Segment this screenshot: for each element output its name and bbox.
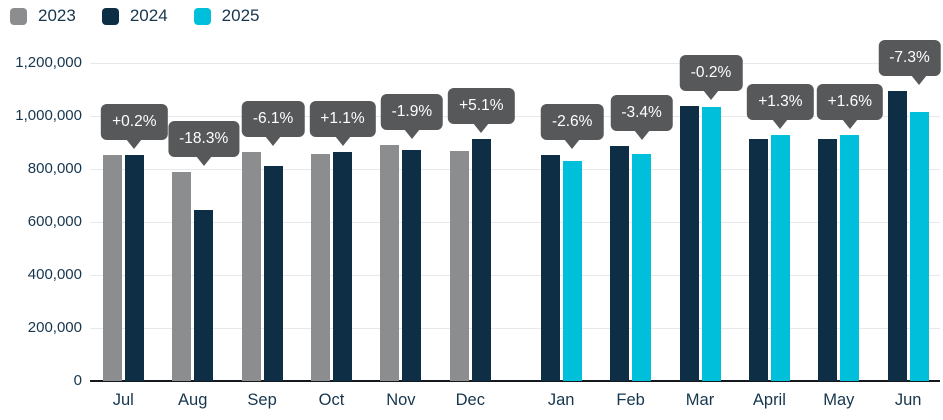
callout-feb: -3.4% bbox=[610, 95, 673, 132]
gridline bbox=[90, 328, 940, 329]
legend-swatch-2024-icon bbox=[101, 7, 119, 25]
y-axis-label: 1,000,000 bbox=[15, 107, 82, 124]
bar-2025-april bbox=[770, 135, 790, 381]
x-axis-label-april: April bbox=[752, 391, 786, 409]
legend-label-2024: 2024 bbox=[129, 6, 168, 25]
bar-2025-jan bbox=[562, 160, 582, 381]
callout-pointer-may bbox=[841, 119, 858, 130]
callout-pointer-feb bbox=[633, 130, 650, 141]
legend-item-2024: 2024 bbox=[101, 6, 168, 26]
bar-2023-jul bbox=[102, 155, 122, 381]
legend-item-2023: 2023 bbox=[10, 6, 76, 26]
bar-2024-oct bbox=[333, 152, 352, 381]
legend-swatch-2025-icon bbox=[193, 7, 211, 25]
gridline bbox=[90, 275, 940, 276]
bar-2023-sep bbox=[241, 152, 261, 381]
legend: 2023 2024 2025 bbox=[10, 6, 285, 26]
bar-2024-nov bbox=[402, 149, 422, 381]
bar-2025-jun bbox=[909, 112, 929, 381]
bar-2024-feb bbox=[610, 146, 630, 381]
bar-2024-aug bbox=[194, 210, 214, 381]
x-axis-line bbox=[90, 380, 940, 382]
x-axis-label-sep: Sep bbox=[247, 391, 277, 409]
bar-2025-may bbox=[840, 135, 860, 381]
legend-swatch-2023-icon bbox=[10, 7, 27, 25]
y-axis-label: 0 bbox=[73, 372, 82, 389]
bar-2024-sep bbox=[263, 166, 283, 381]
x-axis-label-mar: Mar bbox=[685, 391, 715, 409]
callout-pointer-mar bbox=[703, 90, 719, 101]
gridline bbox=[90, 116, 940, 117]
bar-2025-feb bbox=[632, 154, 652, 381]
callout-pointer-oct bbox=[334, 136, 351, 147]
y-axis-label: 1,200,000 bbox=[15, 54, 82, 71]
callout-pointer-dec bbox=[473, 123, 490, 134]
x-axis-label-feb: Feb bbox=[616, 391, 645, 409]
bar-2023-aug bbox=[172, 171, 192, 381]
callout-pointer-jan bbox=[564, 138, 581, 149]
callout-pointer-nov bbox=[403, 129, 420, 140]
bar-2023-dec bbox=[449, 150, 469, 381]
callout-pointer-april bbox=[772, 119, 789, 130]
callout-mar: -0.2% bbox=[679, 55, 743, 92]
bar-2024-may bbox=[818, 139, 838, 381]
legend-label-2025: 2025 bbox=[221, 6, 260, 25]
callout-sep: -6.1% bbox=[241, 101, 305, 138]
bar-2024-april bbox=[748, 138, 768, 381]
bar-2023-oct bbox=[311, 154, 330, 381]
callout-april: +1.3% bbox=[747, 84, 814, 121]
callout-pointer-sep bbox=[265, 136, 282, 147]
bar-2024-mar bbox=[679, 106, 699, 381]
gridline bbox=[90, 169, 940, 170]
x-axis-label-nov: Nov bbox=[386, 391, 416, 409]
callout-pointer-aug bbox=[195, 155, 212, 166]
callout-jul: +0.2% bbox=[101, 103, 168, 140]
x-axis-label-aug: Aug bbox=[178, 391, 208, 409]
callout-oct: +1.1% bbox=[309, 101, 376, 138]
y-axis-label: 400,000 bbox=[27, 266, 82, 283]
y-axis-label: 800,000 bbox=[27, 160, 82, 177]
callout-pointer-jul bbox=[126, 138, 143, 149]
x-axis-label-jun: Jun bbox=[894, 391, 922, 409]
x-axis-label-jul: Jul bbox=[112, 391, 134, 409]
bar-2025-mar bbox=[701, 106, 721, 381]
x-axis-label-oct: Oct bbox=[318, 391, 345, 409]
y-axis-label: 600,000 bbox=[27, 213, 82, 230]
x-axis-label-jan: Jan bbox=[547, 391, 575, 409]
legend-label-2023: 2023 bbox=[38, 6, 76, 25]
bar-2024-jan bbox=[540, 154, 560, 381]
callout-dec: +5.1% bbox=[448, 88, 515, 125]
bar-2024-jun bbox=[887, 91, 907, 381]
bar-2023-nov bbox=[380, 145, 400, 381]
legend-item-2025: 2025 bbox=[193, 6, 260, 26]
x-axis-label-dec: Dec bbox=[455, 391, 485, 409]
callout-aug: -18.3% bbox=[168, 120, 240, 157]
x-axis-label-may: May bbox=[823, 391, 855, 409]
callout-may: +1.6% bbox=[816, 84, 883, 121]
gridline bbox=[90, 222, 940, 223]
callout-nov: -1.9% bbox=[380, 94, 444, 131]
y-axis-label: 200,000 bbox=[27, 319, 82, 336]
bar-2024-dec bbox=[471, 139, 491, 381]
callout-jan: -2.6% bbox=[540, 103, 604, 140]
callout-pointer-jun bbox=[911, 75, 928, 86]
gridline bbox=[90, 63, 940, 64]
bar-2024-jul bbox=[124, 154, 144, 381]
callout-jun: -7.3% bbox=[878, 40, 941, 77]
